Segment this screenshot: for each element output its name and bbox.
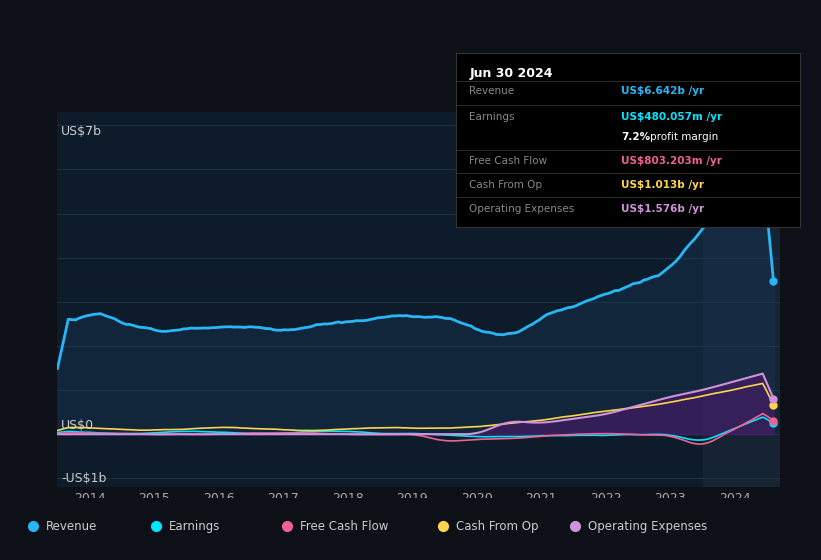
Text: Jun 30 2024: Jun 30 2024 — [470, 67, 553, 80]
Bar — [703, 112, 780, 487]
Text: US$0: US$0 — [61, 419, 94, 432]
Text: US$6.642b /yr: US$6.642b /yr — [621, 86, 704, 96]
Text: Operating Expenses: Operating Expenses — [588, 520, 707, 533]
Text: US$1.576b /yr: US$1.576b /yr — [621, 204, 704, 214]
Text: Revenue: Revenue — [470, 86, 515, 96]
Text: -US$1b: -US$1b — [61, 472, 107, 485]
Text: US$803.203m /yr: US$803.203m /yr — [621, 156, 722, 166]
Text: 7.2%: 7.2% — [621, 132, 650, 142]
Text: Free Cash Flow: Free Cash Flow — [470, 156, 548, 166]
Text: US$1.013b /yr: US$1.013b /yr — [621, 180, 704, 190]
Text: Cash From Op: Cash From Op — [456, 520, 539, 533]
Text: US$480.057m /yr: US$480.057m /yr — [621, 113, 722, 123]
Text: Cash From Op: Cash From Op — [470, 180, 543, 190]
Text: Free Cash Flow: Free Cash Flow — [300, 520, 389, 533]
Text: Revenue: Revenue — [46, 520, 98, 533]
Text: Earnings: Earnings — [470, 113, 515, 123]
Text: profit margin: profit margin — [650, 132, 718, 142]
Text: Operating Expenses: Operating Expenses — [470, 204, 575, 214]
Text: Earnings: Earnings — [169, 520, 221, 533]
Text: US$7b: US$7b — [61, 125, 102, 138]
